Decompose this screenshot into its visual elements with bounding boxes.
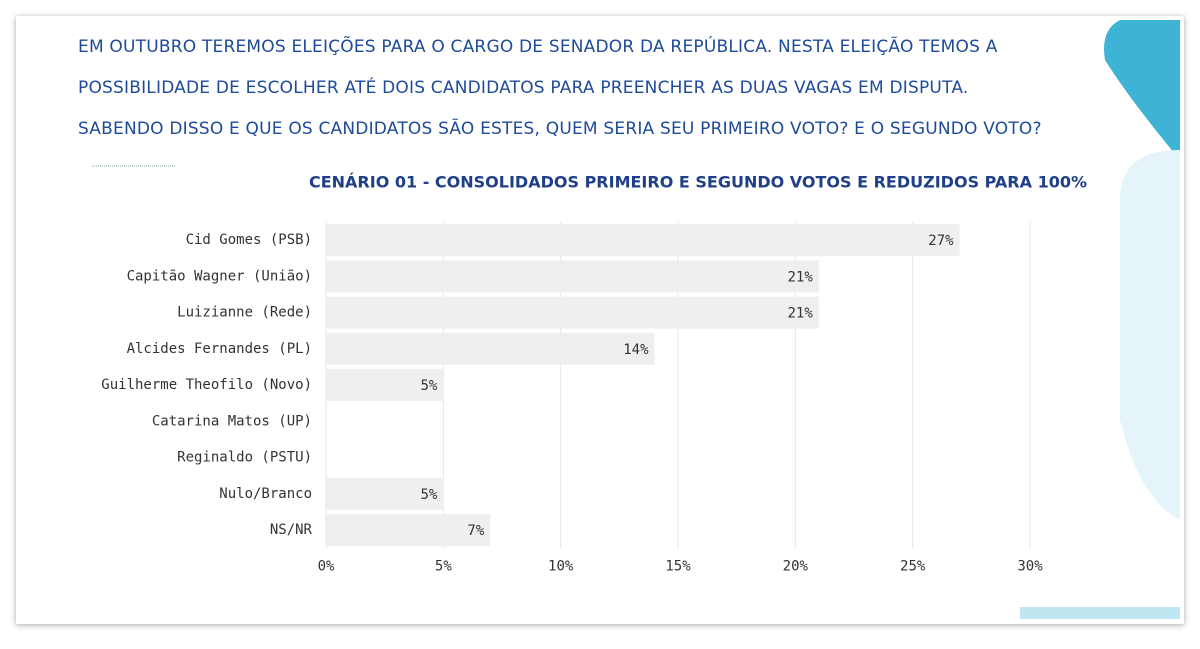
bar (326, 369, 444, 402)
y-tick-label: Catarina Matos (UP) (152, 413, 312, 429)
y-tick-label: Cid Gomes (PSB) (186, 232, 312, 248)
bar (326, 224, 960, 257)
decor (1104, 20, 1180, 160)
x-tick-label: 20% (783, 558, 809, 574)
chart-title: CENÁRIO 01 - CONSOLIDADOS PRIMEIRO E SEG… (309, 173, 1087, 192)
decor (1120, 150, 1180, 520)
x-tick-label: 30% (1017, 558, 1043, 574)
x-tick-label: 15% (665, 558, 691, 574)
y-tick-label: Capitão Wagner (União) (127, 268, 312, 284)
bar (326, 296, 819, 329)
y-tick-label: Guilherme Theofilo (Novo) (101, 377, 312, 393)
decor (1020, 607, 1180, 619)
bar (326, 260, 819, 293)
bar (326, 514, 491, 547)
x-tick-label: 5% (435, 558, 452, 574)
bar (326, 477, 444, 510)
data-label: 7% (467, 523, 484, 539)
data-label: 5% (420, 487, 437, 503)
intro-line: POSSIBILIDADE DE ESCOLHER ATÉ DOIS CANDI… (78, 76, 968, 98)
intro-line: SABENDO DISSO E QUE OS CANDIDATOS SÃO ES… (78, 117, 1042, 139)
y-tick-label: Nulo/Branco (219, 486, 312, 502)
intro-line: EM OUTUBRO TEREMOS ELEIÇÕES PARA O CARGO… (78, 35, 998, 57)
x-tick-label: 25% (900, 558, 926, 574)
y-tick-label: Luizianne (Rede) (177, 305, 312, 321)
data-label: 21% (788, 306, 814, 322)
data-label: 27% (928, 233, 954, 249)
data-label: 21% (788, 269, 814, 285)
x-tick-label: 10% (548, 558, 574, 574)
y-tick-label: NS/NR (270, 522, 313, 538)
data-label: 5% (420, 378, 437, 394)
y-tick-label: Alcides Fernandes (PL) (127, 341, 312, 357)
x-tick-label: 0% (318, 558, 335, 574)
y-tick-label: Reginaldo (PSTU) (177, 450, 312, 466)
bar (326, 332, 655, 365)
data-label: 14% (623, 342, 649, 358)
